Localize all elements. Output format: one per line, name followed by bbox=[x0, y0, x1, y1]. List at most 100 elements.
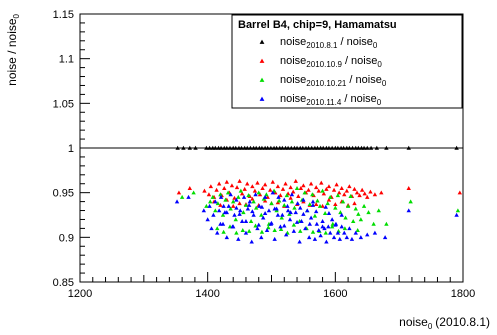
data-point bbox=[228, 192, 233, 197]
data-point bbox=[272, 206, 277, 211]
data-point bbox=[336, 190, 342, 195]
data-point bbox=[232, 212, 237, 217]
data-point bbox=[308, 181, 314, 186]
data-point bbox=[368, 189, 373, 194]
data-point bbox=[213, 208, 218, 213]
data-point bbox=[320, 219, 325, 224]
data-point bbox=[276, 198, 282, 203]
data-point bbox=[205, 217, 210, 222]
data-point bbox=[330, 221, 335, 226]
data-point bbox=[204, 203, 209, 208]
data-point bbox=[298, 228, 303, 233]
series-3 bbox=[179, 186, 461, 235]
data-point bbox=[247, 199, 252, 204]
data-point bbox=[320, 188, 325, 193]
data-point bbox=[454, 212, 459, 217]
data-point bbox=[241, 194, 247, 199]
data-point bbox=[354, 190, 360, 195]
legend-label-suffix-sub: 0 bbox=[377, 60, 382, 69]
data-point bbox=[210, 194, 215, 199]
data-point bbox=[211, 212, 216, 217]
data-point bbox=[269, 201, 274, 206]
data-point bbox=[223, 197, 228, 202]
data-point bbox=[291, 189, 296, 194]
legend-label-main: noise bbox=[280, 36, 306, 48]
data-point bbox=[202, 188, 207, 193]
data-point bbox=[344, 235, 350, 240]
data-point bbox=[329, 224, 335, 229]
data-point bbox=[176, 190, 182, 195]
data-point bbox=[323, 230, 328, 235]
data-point bbox=[243, 202, 249, 207]
data-point bbox=[357, 193, 362, 198]
data-point bbox=[280, 186, 286, 191]
data-point bbox=[406, 208, 411, 213]
data-point bbox=[408, 199, 413, 204]
data-point bbox=[343, 215, 348, 220]
data-point bbox=[224, 179, 230, 184]
data-point bbox=[220, 212, 226, 217]
data-point bbox=[294, 219, 300, 224]
data-point bbox=[333, 202, 338, 207]
axis-ticks: 1200 1400 1600 1800 0.85 0.9 0.95 1 1.05 1.1 1.15 bbox=[53, 9, 476, 300]
data-point bbox=[310, 202, 316, 207]
data-point bbox=[352, 201, 357, 206]
data-point bbox=[293, 210, 298, 215]
data-point bbox=[232, 195, 237, 200]
data-point bbox=[231, 224, 236, 229]
data-point bbox=[250, 184, 255, 189]
data-point bbox=[348, 194, 353, 198]
data-point bbox=[333, 222, 338, 227]
data-point bbox=[218, 192, 223, 197]
legend-label: noise2010.10.9 / noise0 bbox=[280, 55, 382, 69]
data-point bbox=[285, 208, 291, 213]
legend-label: noise2010.11.4 / noise0 bbox=[280, 93, 382, 107]
data-point bbox=[240, 227, 245, 232]
data-point bbox=[287, 217, 293, 222]
data-point bbox=[257, 203, 262, 208]
data-point bbox=[234, 197, 239, 202]
data-point bbox=[457, 190, 463, 195]
data-point bbox=[362, 191, 367, 196]
data-point bbox=[225, 190, 231, 195]
data-point bbox=[359, 187, 365, 192]
data-point bbox=[384, 221, 389, 226]
data-point bbox=[256, 222, 261, 227]
data-point bbox=[302, 190, 307, 195]
data-point bbox=[379, 190, 384, 195]
data-point bbox=[280, 212, 285, 217]
y-tick-label: 0.9 bbox=[59, 232, 74, 244]
data-point bbox=[238, 188, 244, 193]
data-point bbox=[328, 230, 333, 235]
data-point bbox=[349, 236, 355, 241]
data-point bbox=[319, 180, 324, 185]
x-tick-label: 1400 bbox=[195, 288, 219, 300]
data-points bbox=[174, 145, 463, 244]
data-point bbox=[406, 186, 411, 190]
legend-label: noise2010.10.21 / noise0 bbox=[280, 74, 387, 88]
data-point bbox=[342, 192, 347, 197]
data-point bbox=[256, 190, 261, 195]
data-point bbox=[312, 236, 318, 241]
data-point bbox=[355, 227, 360, 232]
data-point bbox=[288, 185, 293, 190]
data-point bbox=[294, 186, 300, 190]
data-point bbox=[246, 193, 251, 198]
data-point bbox=[282, 223, 287, 228]
data-point bbox=[328, 194, 333, 199]
data-point bbox=[222, 186, 227, 190]
y-axis-title: noise / noise0 bbox=[5, 13, 21, 85]
legend-label-sub: 2010.11.4 bbox=[306, 98, 342, 107]
data-point bbox=[371, 221, 376, 226]
legend-label-main: noise bbox=[280, 74, 306, 86]
data-point bbox=[305, 208, 310, 213]
data-point bbox=[322, 211, 328, 215]
data-point bbox=[345, 203, 351, 208]
data-point bbox=[243, 219, 249, 224]
data-point bbox=[335, 230, 341, 235]
data-point bbox=[333, 205, 338, 210]
data-point bbox=[303, 226, 308, 231]
data-point bbox=[339, 224, 344, 229]
data-point bbox=[324, 239, 329, 244]
data-point bbox=[266, 208, 272, 213]
